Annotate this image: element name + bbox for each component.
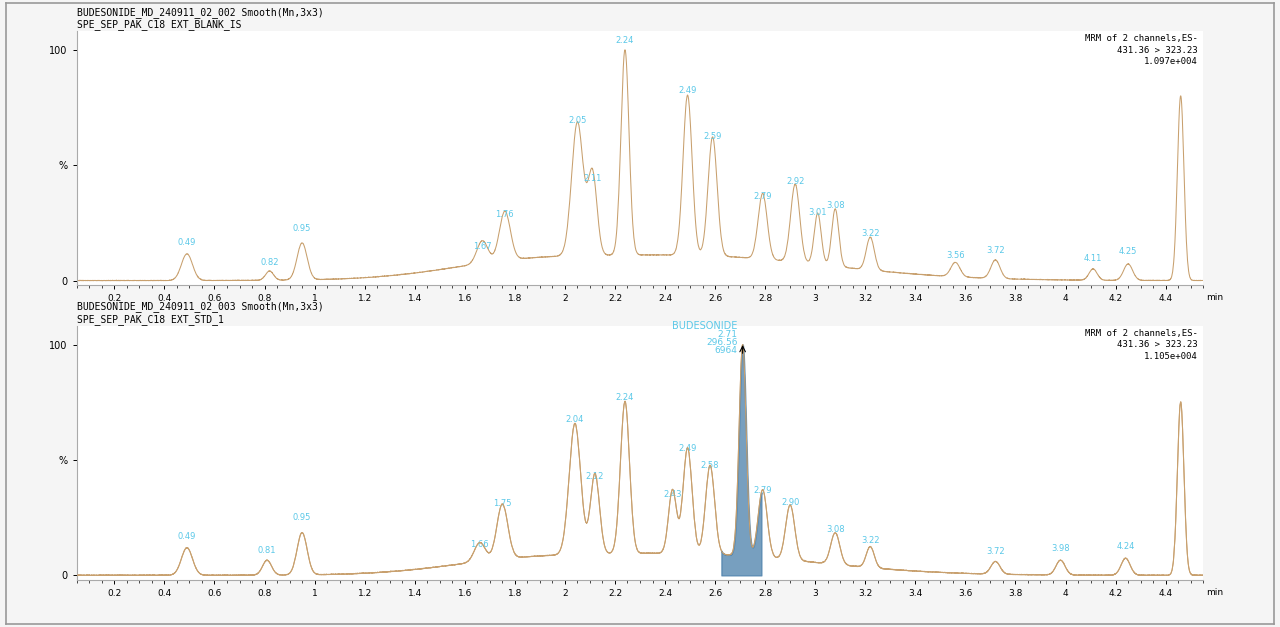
Text: BUDESONIDE_MD_240911_02_003 Smooth(Mn,3x3)
SPE_SEP_PAK_C18 EXT_STD_1: BUDESONIDE_MD_240911_02_003 Smooth(Mn,3x… <box>77 302 324 325</box>
Text: 1.67: 1.67 <box>474 241 492 251</box>
Text: 3.98: 3.98 <box>1051 544 1070 554</box>
Text: 2.49: 2.49 <box>678 86 696 95</box>
Text: 3.72: 3.72 <box>986 547 1005 556</box>
Text: 0.95: 0.95 <box>293 514 311 522</box>
Text: 1.76: 1.76 <box>495 211 515 219</box>
Text: 2.43: 2.43 <box>663 490 682 499</box>
Text: 4.24: 4.24 <box>1116 542 1135 551</box>
Text: 2.24: 2.24 <box>616 393 634 403</box>
Text: 2.05: 2.05 <box>568 116 586 125</box>
Text: 6964: 6964 <box>714 346 737 355</box>
Text: 296.56: 296.56 <box>707 338 737 347</box>
Text: 2.11: 2.11 <box>584 174 602 182</box>
Text: MRM of 2 channels,ES-
431.36 > 323.23
1.105e+004: MRM of 2 channels,ES- 431.36 > 323.23 1.… <box>1084 329 1198 361</box>
Text: 0.81: 0.81 <box>257 545 276 555</box>
Text: 2.79: 2.79 <box>754 485 772 495</box>
Text: 0.82: 0.82 <box>260 258 279 267</box>
Text: 2.92: 2.92 <box>786 177 804 186</box>
Text: BUDESONIDE_MD_240911_02_002 Smooth(Mn,3x3)
SPE_SEP_PAK_C18 EXT_BLANK_IS: BUDESONIDE_MD_240911_02_002 Smooth(Mn,3x… <box>77 7 324 30</box>
Text: 2.71: 2.71 <box>718 330 737 339</box>
Text: min: min <box>1206 293 1222 302</box>
Text: 2.59: 2.59 <box>704 132 722 141</box>
Text: 3.08: 3.08 <box>826 525 845 534</box>
Text: 4.25: 4.25 <box>1119 248 1138 256</box>
Text: 3.22: 3.22 <box>861 536 879 545</box>
Text: 2.79: 2.79 <box>754 192 772 201</box>
Text: 1.66: 1.66 <box>471 540 489 549</box>
Text: 2.58: 2.58 <box>701 461 719 470</box>
Text: 3.72: 3.72 <box>986 246 1005 255</box>
Text: 1.75: 1.75 <box>493 500 512 508</box>
Text: 0.49: 0.49 <box>178 238 196 247</box>
Text: min: min <box>1206 588 1222 597</box>
Text: 4.11: 4.11 <box>1084 255 1102 263</box>
Text: 2.12: 2.12 <box>586 472 604 481</box>
Text: BUDESONIDE: BUDESONIDE <box>672 320 737 330</box>
Text: 2.04: 2.04 <box>566 415 584 424</box>
Text: 3.22: 3.22 <box>861 229 879 238</box>
Text: 2.24: 2.24 <box>616 36 634 45</box>
Text: MRM of 2 channels,ES-
431.36 > 323.23
1.097e+004: MRM of 2 channels,ES- 431.36 > 323.23 1.… <box>1084 34 1198 66</box>
Text: 2.49: 2.49 <box>678 444 696 453</box>
Text: 3.08: 3.08 <box>826 201 845 210</box>
Text: 0.95: 0.95 <box>293 224 311 233</box>
Text: 3.56: 3.56 <box>946 251 965 260</box>
Text: 2.90: 2.90 <box>781 498 800 507</box>
Text: 3.01: 3.01 <box>809 208 827 217</box>
Text: 0.49: 0.49 <box>178 532 196 540</box>
